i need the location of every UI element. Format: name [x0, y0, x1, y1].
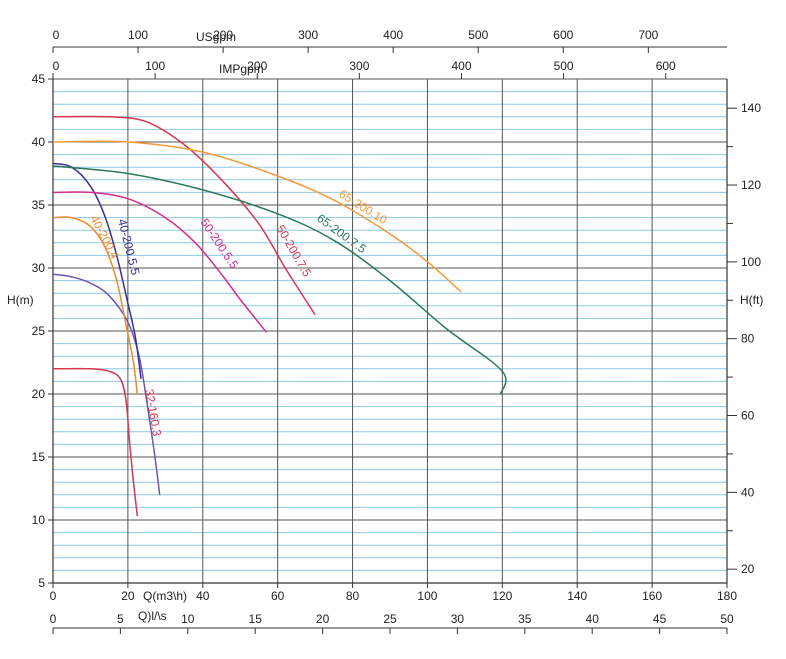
y-m-tick-label: 30: [32, 261, 46, 275]
x-ls-tick-label: 30: [451, 612, 465, 626]
x-usgpm-tick-label: 300: [298, 28, 318, 42]
x-ls-tick-label: 25: [383, 612, 397, 626]
x-ls-tick-label: 5: [117, 612, 124, 626]
y-m-tick-label: 35: [32, 198, 46, 212]
x-m3h-tick-label: 120: [492, 589, 512, 603]
x-m3h-tick-label: 160: [642, 589, 662, 603]
x-m3h-tick-label: 40: [196, 589, 210, 603]
x-usgpm-tick-label: 0: [53, 28, 60, 42]
y-m-tick-label: 45: [32, 72, 46, 86]
y-ft-tick-label: 40: [741, 485, 755, 499]
x-ls-tick-label: 40: [586, 612, 600, 626]
y-m-tick-label: 10: [32, 513, 46, 527]
y-m-tick-label: 25: [32, 324, 46, 338]
curve-50-200-7-5: [52, 115, 316, 316]
x-ls-tick-label: 35: [518, 612, 532, 626]
x-ls-tick-label: 0: [50, 612, 57, 626]
x-usgpm-tick-label: 400: [383, 28, 403, 42]
x-ls-tick-label: 15: [249, 612, 263, 626]
y-ft-tick-label: 60: [741, 409, 755, 423]
x-impgpm-tick-label: 600: [656, 59, 676, 73]
curve-label-50-200-5-5: 50-200.5.5: [198, 216, 242, 272]
x-ls-axis-title: Q)l/\s: [138, 609, 167, 623]
x-usgpm-tick-label: 200: [213, 28, 233, 42]
x-m3h-tick-label: 60: [271, 589, 285, 603]
x-m3h-axis-title: Q(m3\h): [143, 589, 187, 603]
y-ft-axis-title: H(ft): [740, 293, 763, 307]
x-m3h-tick-label: 0: [50, 589, 57, 603]
x-usgpm-tick-label: 100: [128, 28, 148, 42]
grid: [52, 78, 728, 584]
x-m3h-tick-label: 100: [417, 589, 437, 603]
y-m-tick-label: 15: [32, 450, 46, 464]
y-m-axis-title: H(m): [7, 293, 34, 307]
x-ls-tick-label: 10: [181, 612, 195, 626]
x-ls-tick-label: 45: [653, 612, 667, 626]
x-m3h-tick-label: 180: [717, 589, 737, 603]
curve-label-50-200-7-5: 50-200.7.5: [273, 223, 314, 280]
x-usgpm-axis-title: USgpm: [196, 30, 236, 44]
x-m3h-tick-label: 80: [346, 589, 360, 603]
x-ls-tick-label: 20: [316, 612, 330, 626]
y-ft-tick-label: 140: [741, 101, 761, 115]
x-impgpm-tick-label: 500: [554, 59, 574, 73]
curve-65-200-10: [52, 140, 462, 293]
x-usgpm-tick-label: 500: [468, 28, 488, 42]
curve-labels: 32-160.340-200.440-200.5.5 50-200.5.5 50-2…: [87, 187, 390, 438]
curve-65-200-7-5: [52, 165, 507, 395]
x-impgpm-tick-label: 200: [247, 59, 267, 73]
curve-32-160-3: [52, 367, 139, 517]
x-impgpm-tick-label: 300: [349, 59, 369, 73]
x-impgpm-axis-title: IMPgpm: [219, 62, 264, 76]
y-ft-tick-label: 80: [741, 332, 755, 346]
y-ft-tick-label: 100: [741, 255, 761, 269]
x-impgpm-tick-label: 100: [145, 59, 165, 73]
x-impgpm-tick-label: 0: [53, 59, 60, 73]
curve-unlabeled: [52, 273, 161, 495]
y-ft-tick-label: 20: [741, 562, 755, 576]
curve-50-200-5-5: [52, 191, 267, 333]
x-usgpm-tick-label: 600: [553, 28, 573, 42]
y-m-tick-label: 5: [38, 576, 45, 590]
x-m3h-tick-label: 140: [567, 589, 587, 603]
x-impgpm-tick-label: 400: [451, 59, 471, 73]
x-ls-tick-label: 50: [720, 612, 734, 626]
y-m-tick-label: 20: [32, 387, 46, 401]
curve-label-32-160-3: 32-160.3: [142, 388, 164, 437]
curve-40-200-4: [52, 216, 139, 395]
x-usgpm-tick-label: 700: [638, 28, 658, 42]
y-ft-tick-label: 120: [741, 178, 761, 192]
y-m-tick-label: 40: [32, 135, 46, 149]
pump-curves: [52, 115, 507, 517]
x-m3h-tick-label: 20: [121, 589, 135, 603]
